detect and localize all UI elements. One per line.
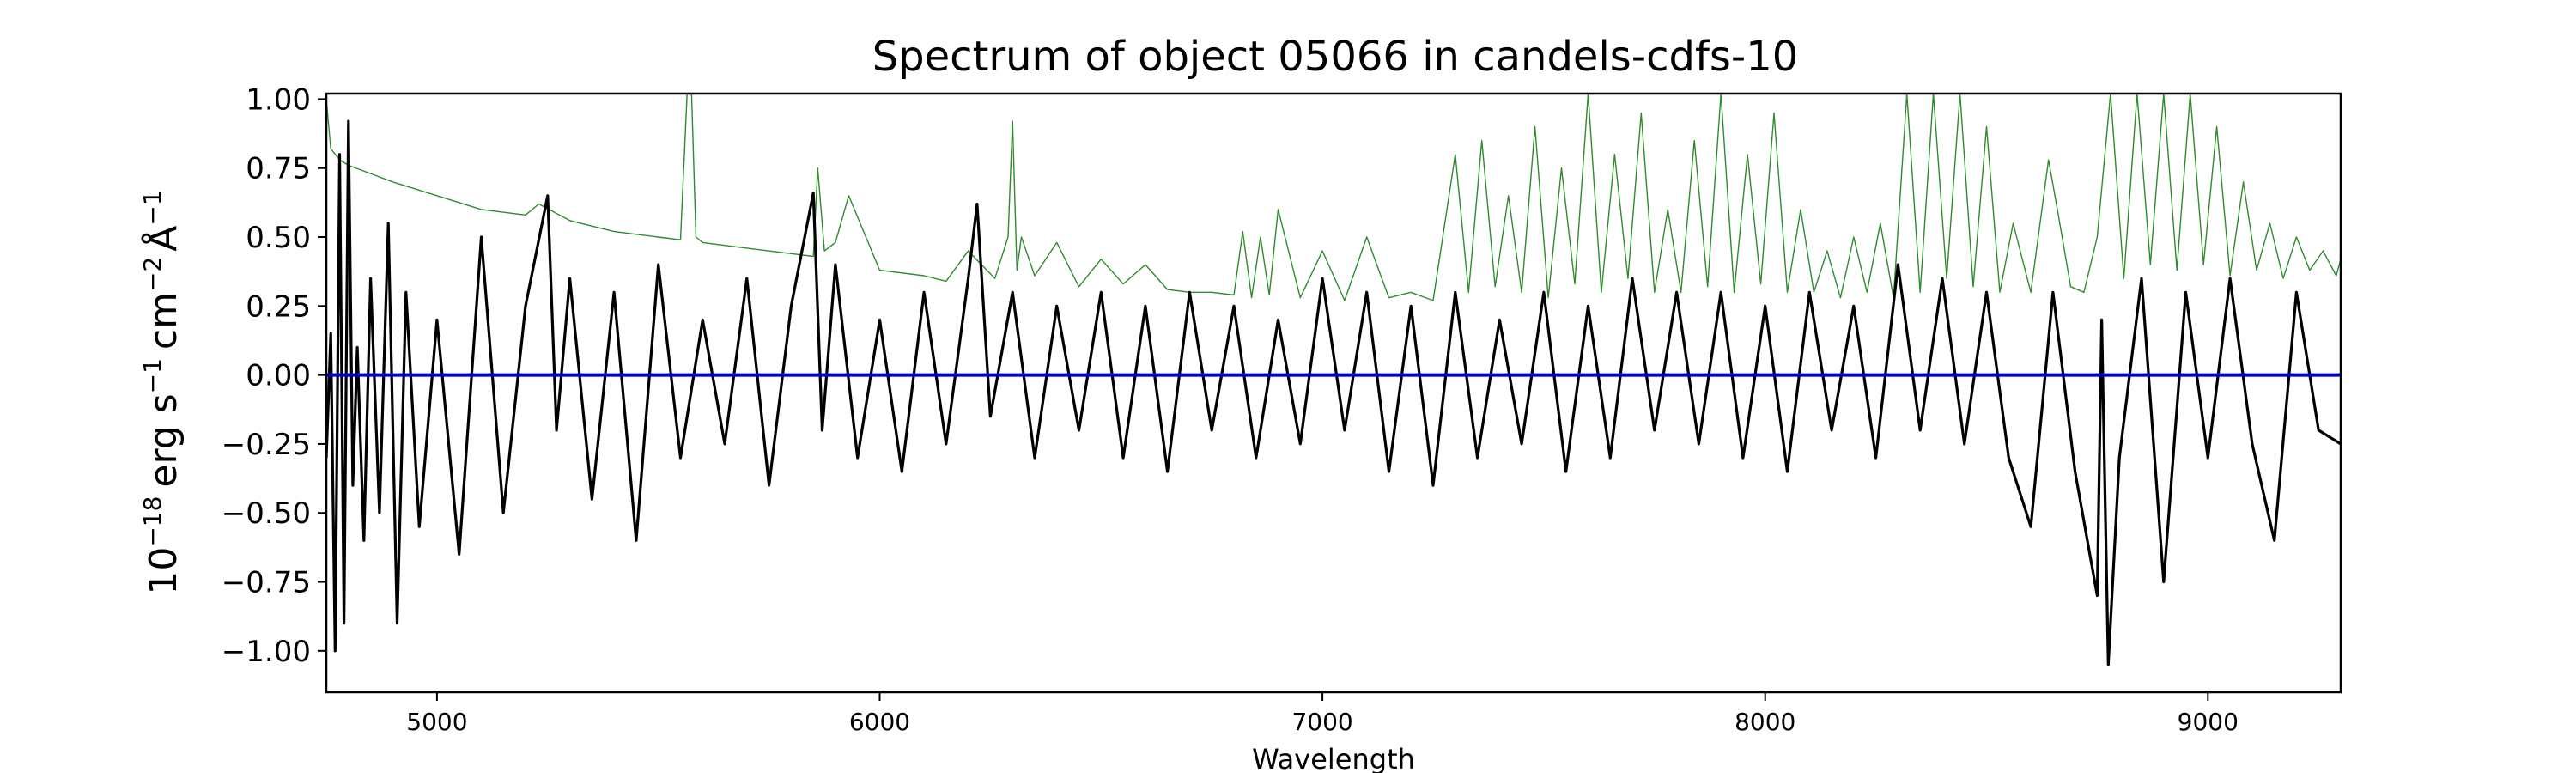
y-label-unit3: Å — [140, 226, 185, 252]
series-layer — [325, 93, 2342, 666]
y-tick-label: 0.50 — [246, 221, 311, 255]
y-axis: −1.00 −0.75 −0.50 −0.25 0.00 0.25 0.50 0.75 1.00 — [222, 82, 326, 669]
plot-area — [325, 92, 2342, 694]
y-label-exp2: −2 — [138, 257, 167, 292]
x-tick-label: 9000 — [2178, 708, 2239, 736]
y-label-base: 10 — [142, 547, 185, 595]
series-error-line — [325, 93, 2342, 301]
x-tick-label: 6000 — [849, 708, 910, 736]
x-tick-label: 5000 — [406, 708, 467, 736]
x-axis: 5000 6000 7000 8000 9000 — [406, 692, 2239, 736]
y-tick-label: −1.00 — [222, 635, 311, 669]
y-label-exp: −18 — [138, 496, 167, 547]
y-tick-label: 0.00 — [246, 359, 311, 393]
y-tick-label: 0.75 — [246, 152, 311, 186]
y-tick-label: 0.25 — [246, 289, 311, 324]
y-tick-label: 1.00 — [246, 82, 311, 117]
y-label-unit1: erg s — [142, 393, 185, 487]
y-label-exp3: −1 — [138, 190, 167, 225]
y-label-exp1: −1 — [138, 358, 167, 393]
y-label-unit2: cm — [142, 292, 185, 350]
y-tick-label: −0.25 — [222, 428, 311, 462]
x-tick-label: 8000 — [1735, 708, 1795, 736]
series-flux-line — [325, 119, 2342, 666]
y-tick-label: −0.75 — [222, 566, 311, 600]
x-tick-label: 7000 — [1291, 708, 1352, 736]
chart-title: Spectrum of object 05066 in candels-cdfs… — [872, 33, 1799, 81]
y-tick-label: −0.50 — [222, 496, 311, 531]
plot-frame — [325, 92, 2342, 694]
x-axis-label: Wavelength — [1252, 743, 1415, 773]
y-axis-label: 10−18erg s−1cm−2Å−1 — [138, 190, 185, 594]
